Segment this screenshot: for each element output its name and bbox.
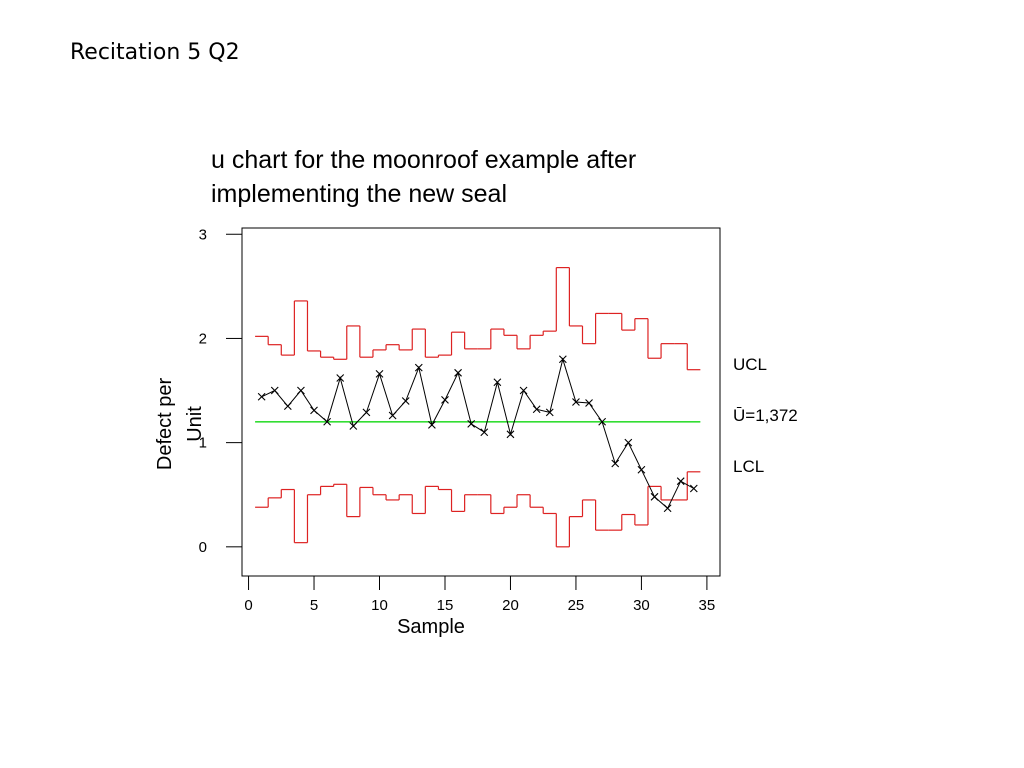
data-point xyxy=(454,368,462,377)
data-point xyxy=(375,369,384,378)
data-point xyxy=(467,419,476,428)
data-point xyxy=(624,438,633,447)
plot-frame xyxy=(241,227,721,577)
y-tick-label: 3 xyxy=(199,226,207,243)
data-point xyxy=(519,386,528,395)
data-point xyxy=(480,428,489,437)
y-axis-label: Defect per Unit xyxy=(154,378,206,471)
data-point xyxy=(310,406,318,415)
data-point xyxy=(283,402,292,411)
chart-title: u chart for the moonroof example after i… xyxy=(211,143,731,211)
x-tick-label: 30 xyxy=(633,597,650,614)
data-point xyxy=(270,386,279,395)
data-point xyxy=(545,408,554,417)
data-point xyxy=(585,399,593,407)
x-tick-label: 15 xyxy=(437,597,454,614)
chart-title-line-1: u chart for the moonroof example after xyxy=(211,146,637,174)
data-point xyxy=(414,363,423,372)
data-point xyxy=(297,386,305,395)
data-point xyxy=(362,408,371,417)
y-axis-label-line-1: Defect per xyxy=(154,378,176,471)
point-layer xyxy=(257,355,698,513)
chart-title-line-2: implementing the new seal xyxy=(211,180,507,208)
y-axis: 0 1 2 3 xyxy=(199,226,242,556)
series-line xyxy=(261,357,695,510)
y-tick-label: 1 xyxy=(199,435,207,452)
data-point xyxy=(598,417,607,426)
data-point xyxy=(336,374,345,382)
lcl-layer xyxy=(255,471,701,548)
x-axis: 0 5 10 15 20 25 30 35 xyxy=(244,576,715,614)
data-point xyxy=(441,396,449,404)
y-tick-label: 2 xyxy=(199,330,207,347)
data-point xyxy=(401,397,410,405)
x-axis-label: Sample xyxy=(397,616,465,638)
data-point xyxy=(689,484,698,493)
data-point xyxy=(532,405,541,414)
data-layer xyxy=(261,357,695,510)
data-point xyxy=(349,422,358,430)
center-line-label: Ū=1,372 xyxy=(733,406,798,425)
data-point xyxy=(506,430,515,439)
x-tick-label: 20 xyxy=(502,597,519,614)
data-point xyxy=(637,465,646,474)
x-tick-label: 10 xyxy=(371,597,388,614)
data-point xyxy=(428,421,436,429)
data-point xyxy=(572,398,580,406)
x-tick-label: 5 xyxy=(310,597,318,614)
ucl-label: UCL xyxy=(733,355,767,374)
lcl-label: LCL xyxy=(733,457,764,476)
data-point xyxy=(676,477,685,486)
data-point xyxy=(323,417,332,426)
x-tick-label: 35 xyxy=(699,597,716,614)
y-axis-label-line-2: Unit xyxy=(184,406,206,442)
data-point xyxy=(493,378,502,387)
data-point xyxy=(611,459,620,468)
data-point xyxy=(257,392,266,401)
x-tick-label: 25 xyxy=(568,597,585,614)
y-tick-label: 0 xyxy=(199,539,207,556)
data-point xyxy=(663,504,672,513)
x-tick-label: 0 xyxy=(244,597,252,614)
data-point xyxy=(388,411,397,420)
slide-title: Recitation 5 Q2 xyxy=(70,40,240,65)
ucl-layer xyxy=(255,266,701,371)
data-point xyxy=(558,355,567,364)
data-point xyxy=(650,492,659,501)
